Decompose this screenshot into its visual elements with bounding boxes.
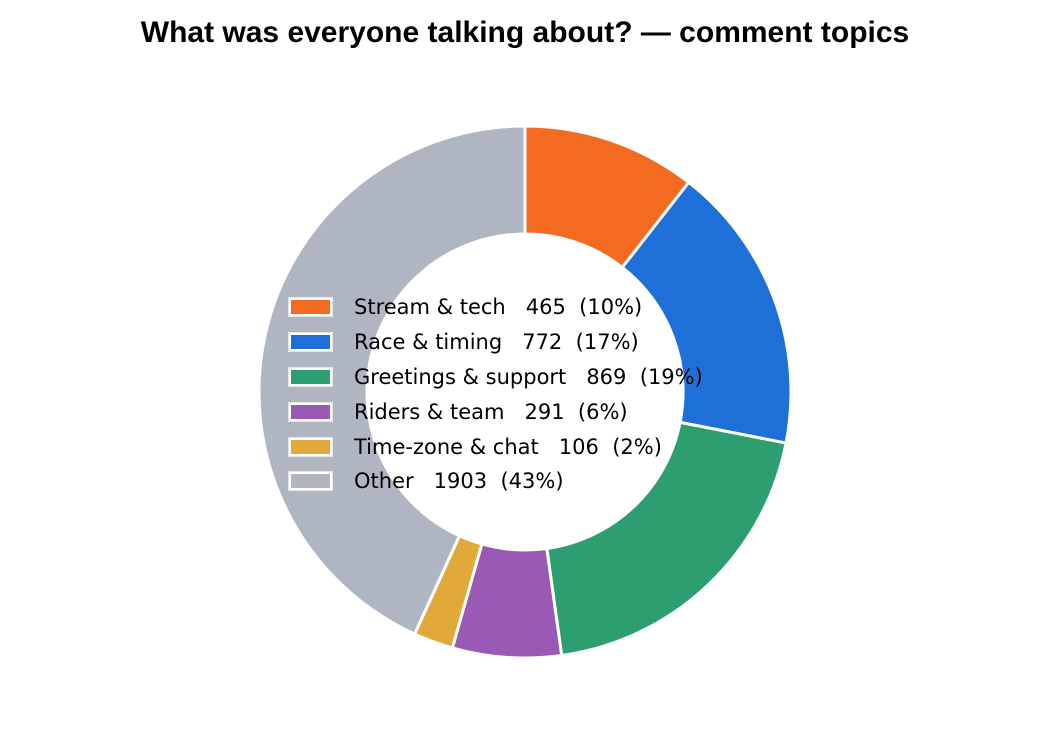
legend-item-stream-and-tech: Stream & tech 465 (10%) (289, 290, 703, 325)
legend-label: Greetings & support 869 (19%) (354, 364, 703, 389)
legend-swatch (289, 367, 332, 386)
legend-swatch (289, 333, 332, 352)
legend-label: Time-zone & chat 106 (2%) (354, 434, 662, 459)
legend-item-riders-and-team: Riders & team 291 (6%) (289, 394, 703, 429)
legend-swatch (289, 472, 332, 491)
legend-label: Other 1903 (43%) (354, 469, 564, 494)
chart-title: What was everyone talking about? — comme… (140, 16, 910, 49)
legend-swatch (289, 402, 332, 421)
legend-item-greetings-and-support: Greetings & support 869 (19%) (289, 360, 703, 395)
legend-item-other: Other 1903 (43%) (289, 464, 703, 499)
legend: Stream & tech 465 (10%) Race & timing 772… (289, 290, 703, 499)
legend-label: Stream & tech 465 (10%) (354, 295, 643, 320)
legend-label: Race & timing 772 (17%) (354, 330, 639, 355)
legend-swatch (289, 437, 332, 456)
legend-label: Riders & team 291 (6%) (354, 399, 628, 424)
legend-swatch (289, 298, 332, 317)
legend-item-race-and-timing: Race & timing 772 (17%) (289, 325, 703, 360)
slice-other (257, 124, 527, 636)
slice-race-and-timing (620, 180, 793, 445)
slice-greetings-and-support (545, 420, 788, 657)
legend-item-time-zone-and-chat: Time-zone & chat 106 (2%) (289, 429, 703, 464)
